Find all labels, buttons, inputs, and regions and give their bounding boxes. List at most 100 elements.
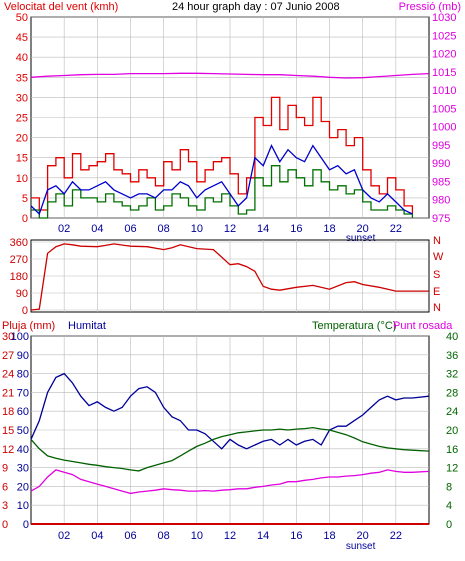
hour-tick-label: 12	[224, 530, 236, 542]
compass-label: W	[433, 251, 444, 263]
humidity-tick-label: 70	[17, 387, 29, 399]
hour-tick-label: 12	[224, 223, 236, 235]
wind-speed-tick-label: 0	[22, 213, 28, 225]
wind-gust-line	[31, 96, 414, 214]
wind-speed-axis-title: Velocitat del vent (kmh)	[4, 1, 118, 13]
wind-speed-tick-label: 45	[16, 32, 28, 44]
rain-tick-label: 9	[2, 463, 8, 475]
dew-point-axis-title: Punt rosada	[393, 320, 453, 332]
wind-direction-tick-label: 90	[16, 288, 28, 300]
pressure-tick-label: 995	[432, 140, 450, 152]
sunset-label: sunset	[346, 233, 376, 244]
pressure-tick-label: 980	[432, 195, 450, 207]
humidity-axis-title: Humitat	[68, 320, 106, 332]
hour-tick-label: 02	[58, 223, 70, 235]
rain-tick-label: 24	[2, 369, 14, 381]
temperature-humidity-panel: Pluja (mm) Humitat Temperatura (°C) Punt…	[2, 320, 458, 552]
temperature-tick-label: 24	[446, 406, 458, 418]
wind-speed-tick-label: 10	[16, 173, 28, 185]
compass-label: N	[433, 302, 441, 314]
humidity-tick-label: 60	[17, 406, 29, 418]
rain-tick-label: 15	[2, 425, 14, 437]
wind-pressure-panel: Velocitat del vent (kmh) 24 hour graph d…	[4, 1, 461, 244]
rain-axis-title: Pluja (mm)	[2, 320, 55, 332]
pressure-tick-label: 1015	[432, 67, 456, 79]
temperature-tick-label: 0	[446, 519, 452, 531]
pressure-line	[30, 72, 430, 79]
hour-tick-label: 06	[124, 223, 136, 235]
rain-tick-label: 3	[2, 500, 8, 512]
humidity-tick-label: 0	[23, 519, 29, 531]
humidity-tick-label: 50	[17, 425, 29, 437]
temperature-tick-label: 32	[446, 369, 458, 381]
wind-direction-tick-label: 360	[10, 237, 28, 249]
wind-direction-line	[30, 243, 429, 311]
compass-label: S	[433, 269, 440, 281]
hour-tick-label: 14	[257, 530, 269, 542]
humidity-tick-label: 40	[17, 444, 29, 456]
wind-speed-tick-label: 15	[16, 153, 28, 165]
temperature-tick-label: 36	[446, 350, 458, 362]
wind-direction-tick-label: 0	[22, 305, 28, 317]
hour-tick-label: 22	[390, 530, 402, 542]
temperature-tick-label: 16	[446, 444, 458, 456]
pressure-tick-label: 1010	[432, 85, 456, 97]
hour-tick-label: 20	[357, 223, 369, 235]
hour-tick-label: 10	[191, 223, 203, 235]
pressure-axis-title: Pressió (mb)	[399, 1, 461, 13]
hour-tick-label: 10	[191, 530, 203, 542]
compass-label: E	[433, 286, 440, 298]
temperature-axis-title: Temperatura (°C)	[312, 320, 396, 332]
wind-speed-secondary-line	[31, 165, 414, 219]
rain-tick-label: 18	[2, 406, 14, 418]
hour-tick-label: 22	[390, 223, 402, 235]
wind-speed-tick-label: 20	[16, 133, 28, 145]
wind-speed-tick-label: 35	[16, 72, 28, 84]
pressure-tick-label: 1000	[432, 122, 456, 134]
rain-tick-label: 21	[2, 387, 14, 399]
wind-speed-tick-label: 50	[16, 12, 28, 24]
pressure-tick-label: 1025	[432, 30, 456, 42]
temperature-tick-label: 40	[446, 331, 458, 343]
hour-tick-label: 14	[257, 223, 269, 235]
temperature-tick-label: 20	[446, 425, 458, 437]
wind-speed-tick-label: 5	[22, 193, 28, 205]
humidity-tick-label: 90	[17, 350, 29, 362]
hour-tick-label: 16	[290, 530, 302, 542]
hour-tick-label: 16	[290, 223, 302, 235]
temperature-line	[30, 426, 430, 472]
hour-tick-label: 08	[158, 223, 170, 235]
pressure-tick-label: 990	[432, 158, 450, 170]
temperature-tick-label: 8	[446, 481, 452, 493]
humidity-tick-label: 30	[17, 463, 29, 475]
temperature-tick-label: 12	[446, 463, 458, 475]
hour-tick-label: 18	[323, 530, 335, 542]
chart-title: 24 hour graph day : 07 Junio 2008	[172, 1, 340, 13]
hour-tick-label: 02	[58, 530, 70, 542]
hour-tick-label: 20	[357, 530, 369, 542]
hour-tick-label: 08	[158, 530, 170, 542]
temperature-tick-label: 28	[446, 387, 458, 399]
pressure-tick-label: 1020	[432, 49, 456, 61]
rain-tick-label: 27	[2, 350, 14, 362]
wind-speed-tick-label: 40	[16, 52, 28, 64]
compass-label: N	[433, 235, 441, 247]
rain-tick-label: 6	[2, 481, 8, 493]
humidity-tick-label: 20	[17, 481, 29, 493]
wind-direction-tick-label: 180	[10, 271, 28, 283]
pressure-tick-label: 975	[432, 213, 450, 225]
wind-speed-tick-label: 25	[16, 113, 28, 125]
humidity-tick-label: 80	[17, 369, 29, 381]
pressure-tick-label: 985	[432, 176, 450, 188]
humidity-line	[30, 372, 430, 450]
pressure-tick-label: 1005	[432, 103, 456, 115]
hour-tick-label: 06	[124, 530, 136, 542]
hour-tick-label: 04	[91, 223, 103, 235]
rain-tick-label: 30	[2, 331, 14, 343]
wind-average-line	[30, 144, 413, 216]
hour-tick-label: 18	[323, 223, 335, 235]
sunset-label: sunset	[346, 541, 376, 552]
